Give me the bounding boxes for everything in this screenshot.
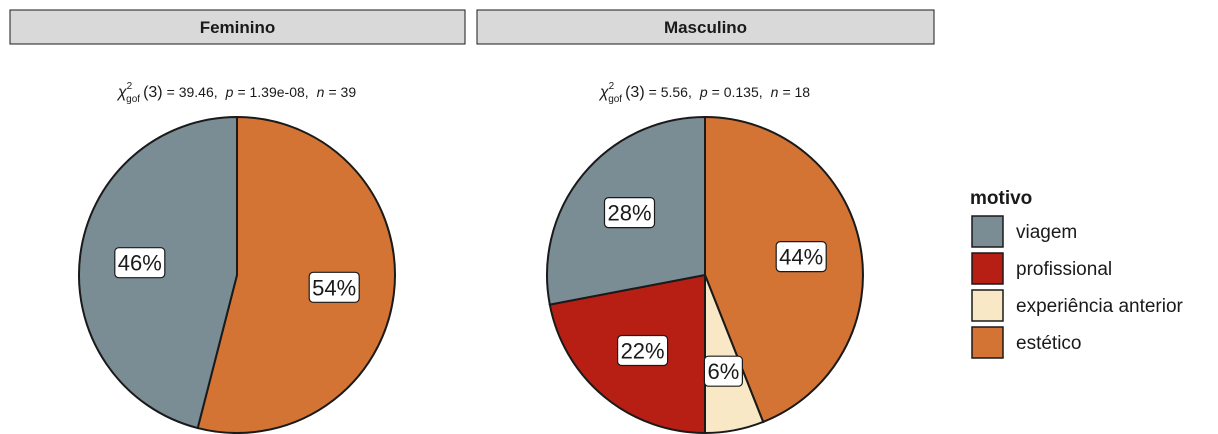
data-label-box [603,197,656,229]
legend-swatch [971,252,1004,285]
legend-item-viagem: viagem [971,215,1077,248]
data-label-viagem: 46% [114,247,166,279]
data-label-text: 22% [621,339,665,364]
data-label-box [775,241,827,273]
data-label-text: 6% [708,359,740,384]
strip-title-feminino: Feminino [200,18,276,37]
legend-label: profissional [1016,259,1112,280]
legend-swatch [971,326,1004,359]
legend-title: motivo [970,188,1032,209]
pie-feminino: 54% 46% [77,115,396,434]
data-label-profissional: 22% [616,334,669,367]
legend-label: estético [1016,333,1081,354]
legend-item-estetico: estético [971,326,1081,359]
data-label-box [308,271,360,303]
data-label-viagem: 28% [603,197,656,229]
pie-slice-estetico [196,115,396,434]
data-label-estetico: 54% [308,271,360,303]
data-label-box [114,247,166,279]
data-label-experiencia-anterior: 6% [703,355,744,387]
data-label-box [703,355,744,387]
strip-masculino [476,9,935,45]
data-label-text: 54% [312,275,356,300]
stat-text-masculino: χ2 gof (3) = 5.56, p = 0.135, n = 18 [598,81,810,105]
legend-label: viagem [1016,222,1077,243]
pie-masculino: 44% 6% 22% 28% [546,115,864,434]
legend-item-experiencia-anterior: experiência anterior [971,289,1184,322]
legend-swatch [971,215,1004,248]
data-label-text: 28% [607,201,651,226]
strip-feminino [9,9,466,45]
legend-swatch [971,289,1004,322]
stat-text-feminino: χ2 gof (3) = 39.46, p = 1.39e-08, n = 39 [116,81,356,105]
legend-item-profissional: profissional [971,252,1112,285]
data-label-estetico: 44% [775,241,827,273]
data-label-text: 46% [118,251,162,276]
panel-feminino: Feminino χ2 gof (3) = 39.46, p = 1.39e-08, n = … [9,9,466,434]
strip-title-masculino: Masculino [664,18,747,37]
data-label-text: 44% [779,245,823,270]
panel-masculino: Masculino χ2 gof (3) = 5.56, p = 0.135, n = 18 … [476,9,935,434]
legend: motivo viagem profissional experiência ant… [970,188,1184,359]
legend-label: experiência anterior [1016,296,1184,317]
data-label-box [616,334,669,367]
